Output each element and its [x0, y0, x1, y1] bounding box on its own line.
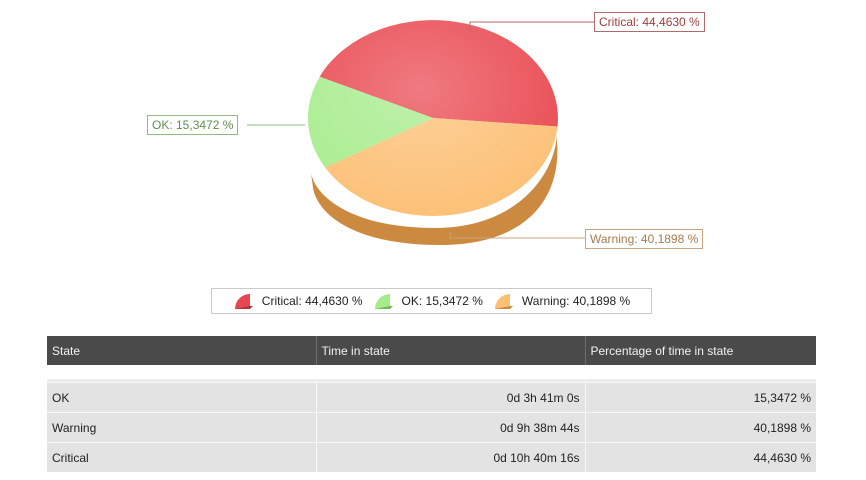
legend-swatch-warning: [494, 294, 513, 309]
header-percentage[interactable]: Percentage of time in state: [585, 336, 816, 365]
cell-time: 0d 3h 41m 0s: [316, 382, 586, 413]
legend-item-ok: OK: 15,3472 %: [373, 292, 483, 310]
cell-time: 0d 10h 40m 16s: [316, 442, 586, 472]
legend-label-critical: Critical: 44,4630 %: [261, 294, 363, 308]
legend-label-ok: OK: 15,3472 %: [401, 294, 483, 308]
pie-gloss: [308, 20, 558, 216]
leader-line-warning: [449, 232, 585, 239]
slice-label-warning: Warning: 40,1898 %: [585, 229, 704, 249]
cell-state: Critical: [47, 442, 317, 472]
table-spacer: [47, 365, 816, 379]
cell-percent: 44,4630 %: [585, 442, 816, 472]
legend-swatch-ok: [374, 294, 393, 309]
leader-line-critical: [469, 21, 594, 32]
slice-label-critical: Critical: 44,4630 %: [594, 12, 705, 32]
table-header-row: State Time in state Percentage of time i…: [47, 336, 816, 365]
table-row: Warning 0d 9h 38m 44s 40,1898 %: [47, 412, 816, 443]
cell-percent: 15,3472 %: [585, 382, 816, 413]
legend-item-critical: Critical: 44,4630 %: [233, 292, 363, 310]
cell-state: Warning: [47, 412, 317, 443]
table-row: OK 0d 3h 41m 0s 15,3472 %: [47, 382, 816, 413]
slice-label-ok: OK: 15,3472 %: [147, 115, 239, 135]
legend-swatch-critical: [234, 294, 253, 309]
cell-state: OK: [47, 382, 317, 413]
state-table: State Time in state Percentage of time i…: [47, 336, 816, 472]
legend-item-warning: Warning: 40,1898 %: [493, 292, 630, 310]
table-spacer: [47, 379, 816, 383]
legend-label-warning: Warning: 40,1898 %: [521, 294, 631, 308]
table-row: Critical 0d 10h 40m 16s 44,4630 %: [47, 442, 816, 472]
header-time-in-state[interactable]: Time in state: [316, 336, 586, 365]
pie-chart: [247, 20, 594, 245]
cell-percent: 40,1898 %: [585, 412, 816, 443]
header-state[interactable]: State: [47, 336, 317, 365]
cell-time: 0d 9h 38m 44s: [316, 412, 586, 443]
chart-legend: Critical: 44,4630 % OK: 15,3472 % Warnin…: [211, 288, 652, 314]
